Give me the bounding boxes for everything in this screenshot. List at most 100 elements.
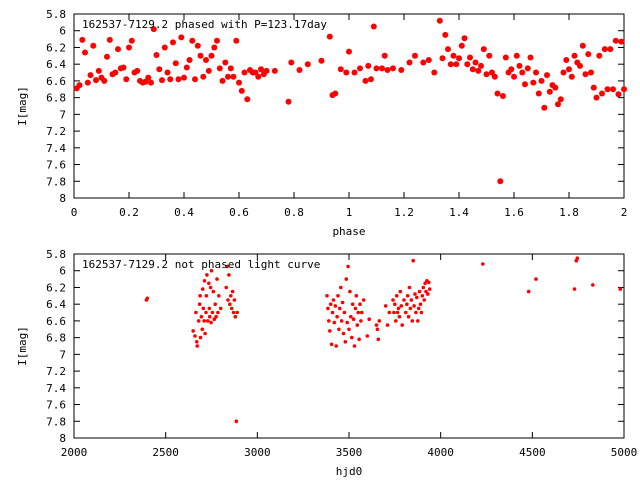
data-point (351, 317, 356, 322)
data-point (200, 327, 205, 332)
data-point (354, 294, 359, 298)
data-point (572, 287, 577, 291)
data-point (181, 74, 187, 81)
data-point (568, 73, 575, 80)
data-point (206, 319, 210, 323)
data-point (351, 69, 358, 76)
data-point (358, 302, 362, 307)
data-point (390, 65, 396, 72)
data-point (183, 64, 190, 71)
chart-title: 162537-7129.2 phased with P=123.17day (82, 18, 327, 31)
data-point (524, 65, 531, 72)
x-tick-label: 1.2 (394, 206, 414, 219)
data-point (383, 304, 388, 308)
plot-frame (73, 13, 625, 199)
data-point (399, 304, 404, 308)
data-point (464, 61, 471, 68)
data-point (519, 69, 526, 76)
data-point (436, 17, 443, 24)
data-point (375, 327, 380, 332)
data-point (333, 304, 338, 308)
x-tick-label: 4000 (427, 446, 454, 459)
data-point (590, 84, 597, 91)
data-point (456, 55, 462, 62)
data-point (356, 310, 361, 315)
data-point (355, 323, 360, 327)
y-tick-label: 6.8 (46, 92, 66, 105)
data-point (442, 31, 449, 38)
data-point (101, 77, 108, 84)
x-tick-label: 2 (621, 206, 628, 219)
y-tick-label: 7.8 (46, 415, 66, 428)
data-point (527, 54, 534, 61)
data-point (120, 64, 127, 71)
data-point (350, 302, 355, 307)
data-point (196, 319, 201, 323)
data-point (596, 52, 603, 59)
data-point (362, 77, 369, 84)
data-point (330, 310, 335, 315)
data-point (425, 57, 432, 63)
data-point (412, 304, 416, 308)
data-point (340, 300, 345, 305)
data-point (408, 306, 413, 311)
data-point (618, 38, 625, 45)
data-point (379, 65, 385, 72)
data-point (332, 90, 339, 97)
data-point (336, 294, 340, 298)
plot-frame (73, 253, 625, 439)
data-point (339, 319, 344, 323)
data-point (134, 67, 141, 74)
data-point (233, 314, 238, 319)
y-tick-label: 7.2 (46, 125, 66, 138)
data-point (406, 314, 411, 319)
y-tick-label: 6.4 (46, 298, 66, 311)
data-point (115, 46, 121, 53)
data-point (123, 76, 130, 83)
data-point (472, 59, 479, 66)
data-point (346, 264, 350, 269)
x-tick-label: 1 (346, 206, 353, 219)
x-tick-label: 5000 (611, 446, 638, 459)
data-point (513, 52, 520, 59)
data-point (203, 331, 207, 336)
data-point (516, 62, 523, 69)
data-point (238, 87, 245, 94)
data-point (258, 66, 264, 73)
data-point (304, 61, 311, 68)
data-point (450, 52, 457, 59)
data-point (377, 319, 382, 323)
data-point (557, 96, 564, 103)
data-point (427, 287, 432, 291)
data-point (469, 66, 476, 73)
data-point (533, 69, 539, 76)
data-point (601, 46, 608, 53)
data-point (200, 73, 207, 80)
data-point (209, 268, 214, 273)
data-point (197, 52, 204, 59)
data-point (255, 73, 262, 80)
data-point (79, 36, 86, 43)
data-point (87, 72, 94, 79)
data-point (486, 52, 493, 59)
data-point (475, 67, 482, 74)
data-point (500, 93, 506, 99)
y-tick-label: 8 (59, 192, 66, 205)
data-point (497, 178, 504, 185)
data-point (478, 62, 484, 69)
data-point (198, 335, 203, 340)
data-point (585, 51, 592, 58)
data-point (384, 67, 391, 73)
data-point (82, 49, 88, 56)
data-point (365, 62, 372, 69)
y-tick-label: 7.6 (46, 399, 66, 412)
unphased-light-curve-panel: 5.8 6 6.2 6.4 6.6 6.8 7 7.2 7.4 7.6 7.8 8 2000 2500 3… (16, 248, 637, 478)
data-point (541, 104, 548, 111)
data-point (424, 289, 428, 294)
axis-ticks (73, 253, 625, 439)
data-point (359, 319, 363, 323)
data-point (194, 310, 198, 315)
data-point (210, 310, 215, 315)
data-point (591, 283, 595, 287)
data-point (318, 57, 325, 64)
